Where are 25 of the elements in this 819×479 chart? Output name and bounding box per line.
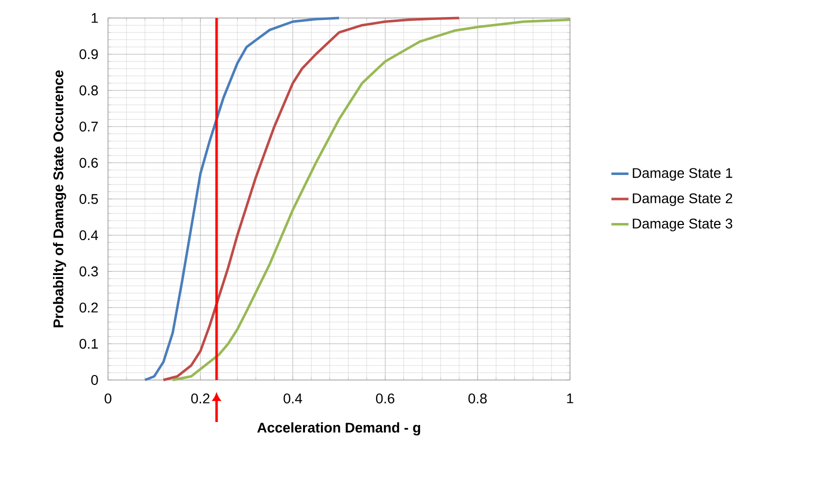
legend-label: Damage State 3: [632, 218, 732, 232]
y-tick-label: 0.3: [80, 266, 98, 276]
y-tick-label: 0.1: [80, 338, 98, 349]
legend-label: Damage State 2: [632, 193, 732, 206]
y-tick-label: 0.4: [80, 230, 98, 240]
y-tick-label: 1: [92, 13, 98, 23]
y-tick-label: 0.7: [80, 122, 98, 132]
x-tick-label: 0.8: [468, 394, 487, 404]
line-series: [171, 18, 572, 382]
x-axis-title: Acceleration Demand - g: [257, 422, 420, 436]
x-tick-label: 0.4: [284, 394, 302, 404]
y-axis-title: Probabilty of Damage State Occurence: [53, 70, 66, 328]
y-tick-label: 0.5: [80, 194, 98, 204]
y-tick-label: 0: [91, 375, 98, 385]
line-series: [144, 16, 340, 382]
legend-label: Damage State 1: [632, 168, 732, 181]
x-tick-label: 0.6: [376, 394, 394, 404]
x-tick-label: 1: [567, 394, 574, 404]
y-tick-label: 0.8: [80, 85, 98, 96]
x-tick-label: 0.2: [191, 394, 210, 404]
y-tick-label: 0.6: [80, 158, 98, 168]
x-tick-label: 0: [104, 394, 112, 404]
y-tick-label: 0.9: [80, 49, 98, 60]
line-series: [162, 16, 460, 382]
y-tick-label: 0.2: [80, 302, 98, 313]
